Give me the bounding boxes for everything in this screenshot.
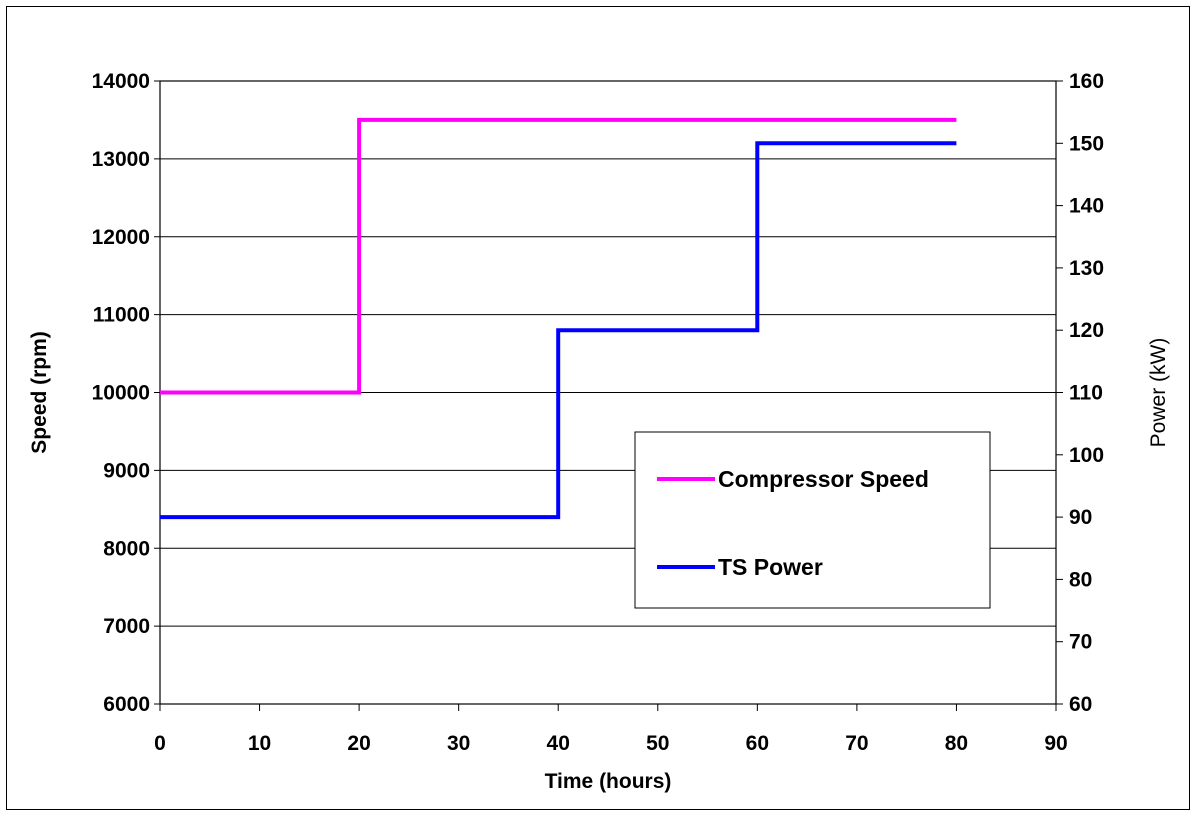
y-left-tick-label: 9000 (103, 459, 150, 482)
x-tick-label: 20 (347, 732, 370, 755)
y-left-axis-title: Speed (rpm) (28, 331, 51, 454)
x-tick-label: 30 (447, 732, 470, 755)
x-tick-label: 90 (1044, 732, 1067, 755)
axis-ticks: 6000700080009000100001100012000130001400… (92, 70, 1104, 755)
axis-labels: Time (hours) Speed (rpm) Power (kW) (28, 331, 1170, 793)
series-line-ts-power (160, 141, 957, 520)
y-right-tick-label: 100 (1069, 444, 1104, 467)
y-left-tick-label: 13000 (92, 148, 150, 171)
legend-label: Compressor Speed (718, 466, 929, 492)
x-tick-label: 0 (154, 732, 166, 755)
y-right-tick-label: 150 (1069, 132, 1104, 155)
y-right-tick-label: 130 (1069, 257, 1104, 280)
x-tick-label: 40 (547, 732, 570, 755)
legend: Compressor Speed TS Power (634, 431, 991, 609)
x-tick-label: 60 (746, 732, 769, 755)
y-right-tick-label: 160 (1069, 70, 1104, 93)
y-right-tick-label: 120 (1069, 319, 1104, 342)
series-lines (160, 117, 957, 520)
x-tick-label: 50 (646, 732, 669, 755)
y-right-axis-title: Power (kW) (1147, 338, 1170, 448)
y-left-tick-label: 6000 (103, 693, 150, 716)
y-right-tick-label: 140 (1069, 195, 1104, 218)
x-tick-label: 10 (248, 732, 271, 755)
y-left-tick-label: 14000 (92, 70, 150, 93)
series-line-compressor-speed (160, 117, 957, 395)
y-left-tick-label: 11000 (93, 304, 150, 327)
legend-box (634, 431, 991, 609)
y-right-tick-label: 90 (1069, 506, 1092, 529)
y-left-tick-label: 7000 (103, 615, 150, 638)
y-right-tick-label: 80 (1069, 568, 1092, 591)
chart-frame (6, 6, 1190, 810)
x-axis-title: Time (hours) (545, 770, 672, 793)
y-right-tick-label: 70 (1069, 631, 1092, 654)
y-left-tick-label: 10000 (92, 382, 150, 405)
x-tick-label: 70 (845, 732, 868, 755)
y-left-tick-label: 12000 (92, 226, 150, 249)
y-right-tick-label: 110 (1069, 382, 1103, 405)
x-tick-label: 80 (945, 732, 968, 755)
legend-label: TS Power (718, 554, 823, 580)
y-left-tick-label: 8000 (103, 537, 150, 560)
y-right-tick-label: 60 (1069, 693, 1092, 716)
